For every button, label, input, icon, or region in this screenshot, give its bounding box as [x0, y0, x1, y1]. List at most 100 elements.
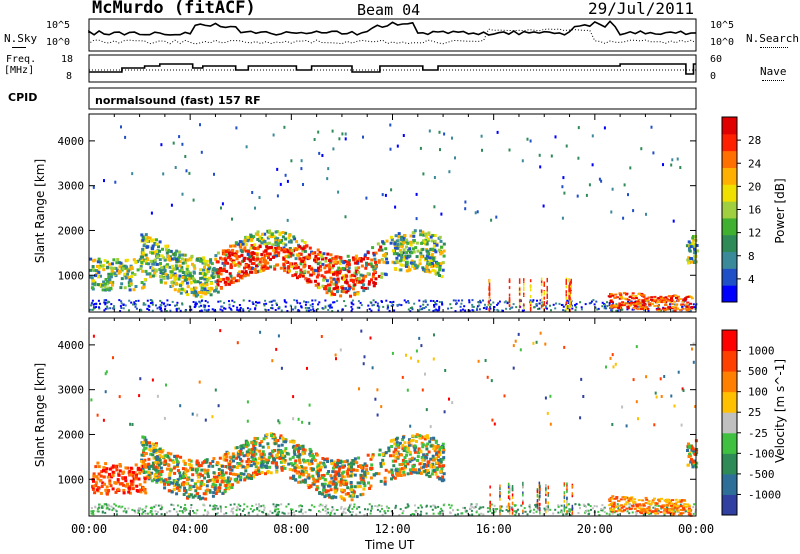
data-cell — [172, 484, 176, 488]
data-cell — [344, 287, 348, 291]
data-cell — [336, 480, 340, 484]
data-cell — [328, 484, 332, 488]
data-cell — [371, 304, 374, 307]
data-cell — [196, 509, 199, 512]
data-cell — [508, 508, 511, 512]
data-cell — [123, 272, 127, 276]
data-cell — [242, 444, 246, 448]
data-cell — [101, 505, 104, 508]
data-cell — [486, 507, 489, 510]
data-cell — [503, 301, 506, 304]
data-cell — [398, 463, 402, 467]
data-cell — [158, 249, 161, 253]
data-cell — [297, 446, 301, 450]
data-cell — [319, 503, 322, 506]
data-cell — [149, 250, 152, 254]
data-cell — [294, 273, 298, 277]
data-cell — [419, 504, 422, 507]
data-cell — [676, 307, 679, 310]
data-cell — [105, 485, 109, 489]
data-cell — [267, 513, 270, 516]
data-cell — [324, 287, 328, 291]
data-cell — [332, 460, 336, 464]
data-cell — [286, 179, 289, 183]
data-cell — [119, 261, 123, 265]
data-cell — [307, 301, 310, 304]
data-cell — [154, 460, 158, 464]
data-cell — [352, 490, 356, 494]
data-cell — [360, 264, 364, 268]
data-cell — [597, 510, 600, 513]
data-cell — [379, 462, 383, 465]
data-cell — [420, 466, 423, 470]
data-cell — [360, 286, 364, 290]
data-cell — [295, 299, 298, 302]
data-cell — [656, 301, 660, 304]
data-cell — [258, 449, 262, 453]
data-cell — [108, 301, 111, 304]
data-cell — [272, 133, 275, 137]
data-cell — [438, 301, 441, 303]
data-cell — [668, 295, 672, 298]
data-cell — [533, 306, 536, 309]
data-cell — [508, 503, 511, 507]
data-cell — [563, 491, 566, 495]
nsearch-label: N.Search — [746, 32, 799, 45]
data-cell — [631, 292, 635, 295]
data-cell — [431, 234, 435, 237]
data-cell — [280, 468, 284, 472]
data-cell — [520, 300, 522, 303]
data-cell — [131, 471, 135, 474]
data-cell — [233, 503, 236, 506]
data-cell — [325, 512, 328, 515]
data-cell — [441, 450, 445, 454]
data-cell — [258, 443, 262, 447]
data-cell — [547, 493, 549, 497]
data-cell — [511, 496, 514, 500]
data-cell — [307, 307, 309, 309]
data-cell — [155, 262, 159, 266]
data-cell — [390, 471, 394, 475]
data-cell — [529, 506, 532, 509]
data-cell — [293, 452, 297, 456]
data-cell — [431, 444, 435, 448]
data-cell — [173, 508, 176, 511]
data-cell — [438, 266, 442, 270]
data-cell — [353, 283, 357, 287]
data-cell — [554, 307, 557, 310]
data-cell — [255, 304, 258, 307]
data-cell — [543, 296, 545, 300]
data-cell — [246, 453, 250, 457]
data-cell — [91, 267, 95, 271]
data-cell — [565, 301, 567, 305]
data-cell — [543, 290, 545, 294]
data-cell — [259, 461, 263, 465]
freq-label-2: [MHz] — [4, 65, 35, 76]
data-cell — [403, 473, 406, 477]
data-cell — [673, 300, 676, 303]
data-cell — [213, 308, 216, 311]
data-cell — [199, 123, 201, 127]
data-cell — [221, 491, 225, 495]
data-cell — [498, 300, 501, 303]
data-cell — [243, 273, 247, 277]
data-cell — [390, 468, 394, 472]
data-cell — [276, 263, 280, 267]
data-cell — [199, 482, 203, 486]
data-cell — [415, 241, 419, 245]
data-cell — [487, 510, 490, 513]
data-cell — [125, 258, 129, 262]
data-cell — [108, 262, 112, 266]
data-cell — [437, 450, 441, 454]
data-cell — [341, 465, 345, 469]
data-cell — [147, 262, 151, 266]
data-cell — [333, 477, 337, 481]
data-cell — [668, 308, 671, 311]
data-cell — [434, 457, 438, 461]
data-cell — [241, 509, 244, 512]
data-cell — [217, 486, 221, 490]
data-cell — [321, 154, 324, 157]
data-cell — [391, 473, 394, 477]
data-cell — [153, 473, 157, 477]
data-cell — [413, 263, 417, 267]
